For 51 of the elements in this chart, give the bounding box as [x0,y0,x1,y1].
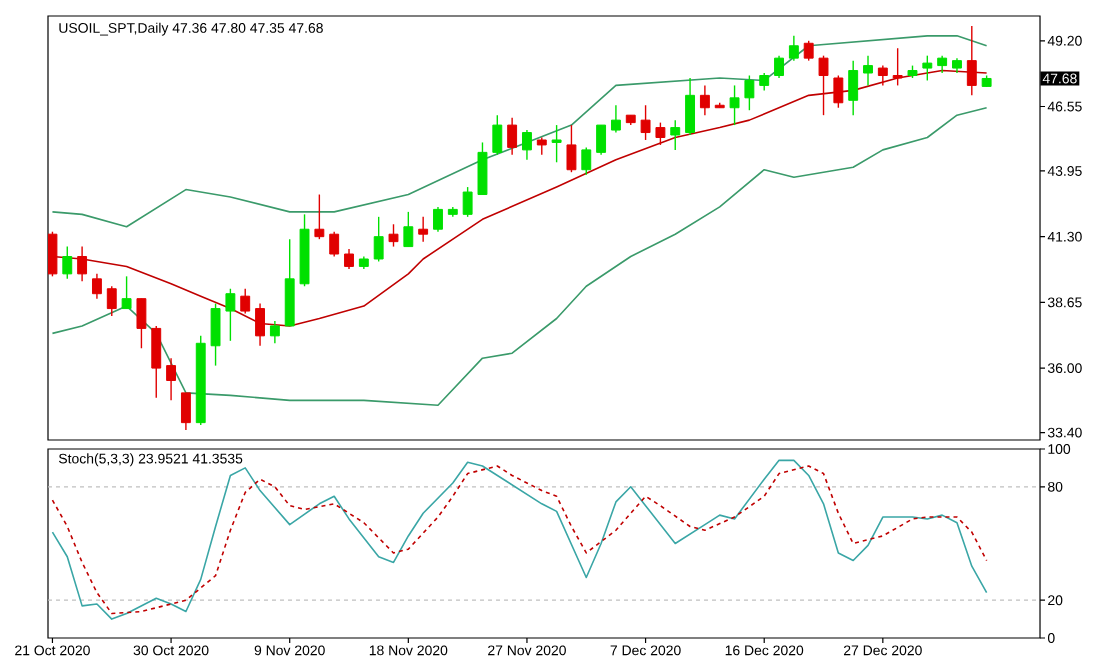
candlestick [803,40,814,62]
candlestick [774,54,784,79]
candlestick [284,238,295,327]
candlestick [699,84,710,116]
candlestick [744,74,755,111]
candlestick [670,119,681,151]
candlestick [551,124,562,163]
candlestick [269,320,280,344]
candlestick [121,275,132,310]
candlestick [462,186,473,218]
candlestick [685,77,696,136]
candlestick [788,35,799,62]
candlestick [180,392,191,431]
candlestick [729,84,740,126]
candlestick [863,54,873,87]
candlestick [329,231,340,258]
candlestick [77,245,88,282]
candlestick [210,302,221,367]
candlestick [892,47,903,87]
candlestick [433,206,443,233]
candlestick [848,59,859,116]
candlestick [403,211,414,248]
candlestick [877,64,888,87]
candlestick [833,74,844,109]
candlestick [507,116,518,156]
candlestick [151,325,162,399]
candlestick [596,124,607,156]
candlestick [477,141,488,196]
candlestick [91,273,102,300]
candlestick [106,285,117,317]
candlestick [373,216,384,263]
candlestick [344,248,354,270]
candlestick [655,121,666,146]
candlestick [166,357,177,402]
candlestick [610,104,621,134]
candlestick [240,288,251,315]
candlestick [818,54,829,116]
candlestick [922,54,933,82]
candlestick [966,25,977,97]
candlestick [581,146,592,176]
candlestick [255,302,265,347]
candlestick [640,104,651,141]
candlestick [136,297,147,349]
candlestick [314,193,325,240]
candlestick [492,114,503,156]
candlestick [225,288,236,342]
candlestick [566,124,577,173]
candlestick [388,223,399,248]
candlestick [62,245,73,280]
candlestick [418,216,429,243]
candlestick [522,129,532,161]
